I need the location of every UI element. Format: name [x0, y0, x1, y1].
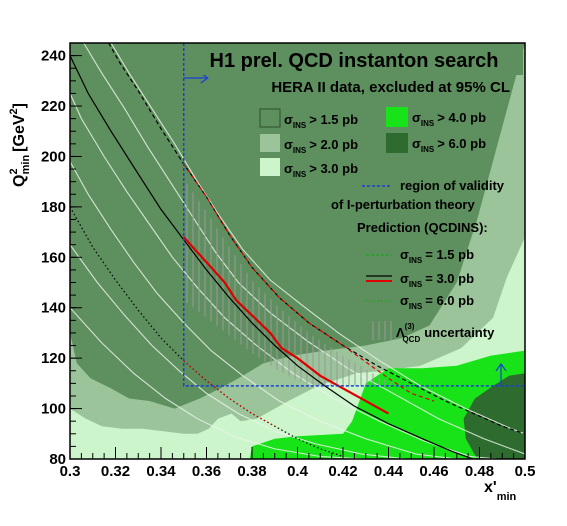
legend-swatch-3p0 [260, 158, 280, 176]
x-tick-label: 0.36 [192, 463, 221, 480]
validity-arrowhead-up [495, 362, 507, 372]
x-tick-label: 0.4 [287, 463, 309, 480]
legend-label-4p0: σINS > 4.0 pb [412, 110, 486, 128]
series-line-1 [108, 43, 525, 435]
red-curve-3 [183, 360, 276, 427]
prediction-heading: Prediction (QCDINS): [357, 220, 488, 235]
contour-line-1 [110, 43, 525, 435]
contour-line-5 [70, 244, 407, 459]
legend-swatch-1p5 [259, 108, 281, 128]
x-tick-label: 0.46 [419, 463, 448, 480]
y-tick-label: 80 [49, 451, 66, 468]
series-line-2 [70, 55, 475, 459]
plot-area [70, 43, 525, 459]
legend-label-2p0: σINS > 2.0 pb [284, 137, 358, 155]
legend-label-6p0: σINS > 6.0 pb [412, 136, 486, 154]
legend-swatch-2p0 [260, 134, 280, 152]
legend-swatch-6p0 [386, 133, 408, 153]
legend-entry-6p0: σINS = 6.0 pb [366, 293, 474, 311]
x-tick-label: 0.42 [328, 463, 357, 480]
y-tick-label: 140 [41, 300, 66, 317]
y-tick-label: 220 [41, 98, 66, 115]
contour-line-6 [70, 307, 366, 459]
y-tick-label: 120 [41, 350, 66, 367]
legend-entry-uncertainty: Λ(3) QCD uncertainty [372, 321, 495, 344]
legend-swatch-4p0 [386, 107, 408, 127]
x-tick-label: 0.34 [146, 463, 176, 480]
x-tick-label: 0.48 [465, 463, 494, 480]
region-6pb [463, 373, 525, 459]
chart-subtitle: HERA II data, excluded at 95% CL [271, 79, 510, 96]
legend-series-label-3p0: σINS = 3.0 pb [400, 271, 474, 289]
legend-entry-1p5: σINS = 1.5 pb [366, 247, 474, 265]
x-tick-label: 0.5 [515, 463, 536, 480]
legend-hatch-swatch [372, 321, 392, 340]
y-tick-label: 160 [41, 249, 66, 266]
x-tick-label: 0.32 [101, 463, 130, 480]
legend-series-label-1p5: σINS = 1.5 pb [400, 247, 474, 265]
y-tick-label: 180 [41, 199, 66, 216]
y-axis-label: Q2min[GeV2] [8, 103, 32, 187]
contour-line-4 [70, 161, 457, 459]
uncertainty-band [183, 179, 403, 386]
legend-entry-3p0: σINS = 3.0 pb [366, 271, 474, 289]
x-tick-label: 0.3 [60, 463, 81, 480]
chart-title: H1 prel. QCD instanton search [210, 50, 499, 72]
legend-uncertainty-label: Λ(3) QCD uncertainty [396, 322, 495, 344]
red-curve-1 [183, 163, 435, 402]
validity-boundary [183, 43, 525, 387]
x-axis-label: x'min [484, 479, 517, 503]
y-tick-label: 240 [41, 48, 66, 65]
legend-label-3p0: σINS > 3.0 pb [284, 161, 358, 179]
x-tick-label: 0.38 [237, 463, 266, 480]
legend-validity-label-1: region of validity [400, 178, 505, 193]
legend-label-1p5: σINS > 1.5 pb [284, 112, 358, 130]
region-4pb [249, 350, 525, 459]
red-curve-2 [182, 236, 390, 415]
legend-validity-label-2: of I-perturbation theory [331, 197, 475, 212]
y-tick-label: 100 [41, 401, 66, 418]
y-tick-label: 200 [41, 148, 66, 165]
legend-series-label-6p0: σINS = 6.0 pb [400, 293, 474, 311]
x-tick-label: 0.44 [374, 463, 404, 480]
region-legend: σINS > 1.5 pb σINS > 2.0 pb σINS > 3.0 pb σ… [259, 107, 486, 179]
title-box [186, 45, 523, 75]
